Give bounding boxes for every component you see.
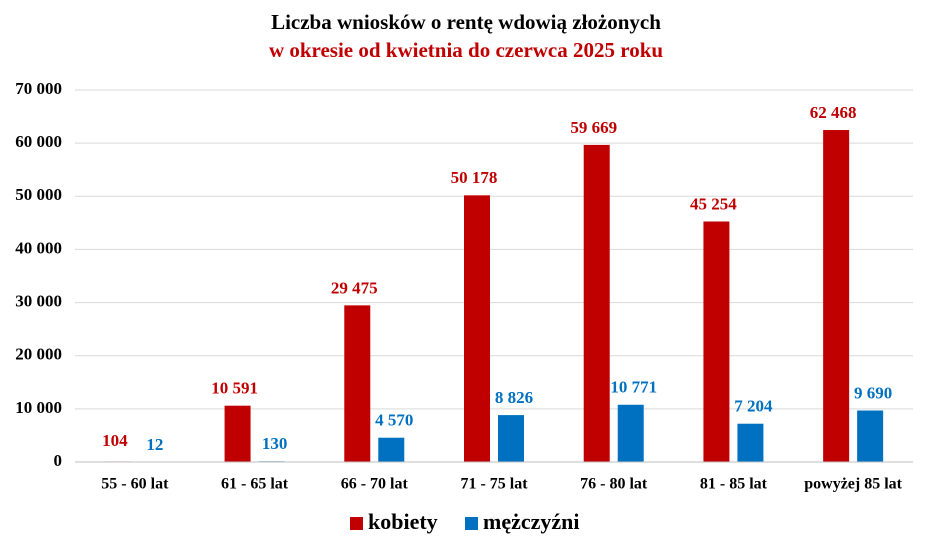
value-label: 59 669: [570, 118, 617, 137]
value-label: 12: [146, 435, 163, 454]
y-tick-label: 30 000: [15, 291, 62, 310]
value-label: 4 570: [375, 411, 413, 430]
bar: [498, 415, 524, 462]
y-tick-label: 20 000: [15, 345, 62, 364]
value-label: 130: [262, 434, 288, 453]
value-label: 8 826: [495, 388, 533, 407]
bar: [464, 195, 490, 462]
value-label: 50 178: [451, 168, 498, 187]
chart-title: Liczba wniosków o rentę wdowią złożonych: [271, 10, 661, 34]
bar: [224, 405, 251, 462]
y-tick-label: 60 000: [15, 132, 62, 151]
value-label: 9 690: [854, 383, 892, 402]
x-tick-label: powyżej 85 lat: [804, 476, 902, 493]
legend-swatch: [350, 517, 363, 530]
x-tick-label: 61 - 65 lat: [221, 476, 289, 493]
value-label: 29 475: [331, 278, 378, 297]
value-label: 104: [102, 431, 128, 450]
bar: [583, 144, 610, 462]
y-tick-label: 10 000: [15, 398, 62, 417]
bar: [617, 404, 644, 462]
value-label: 7 204: [734, 397, 773, 416]
legend-swatch: [465, 517, 478, 530]
bar: [737, 423, 764, 462]
value-label: 10 771: [610, 378, 657, 397]
y-tick-label: 50 000: [15, 185, 62, 204]
x-tick-label: 71 - 75 lat: [460, 476, 528, 493]
bar: [378, 437, 405, 462]
x-tick-label: 81 - 85 lat: [700, 476, 768, 493]
legend-label: mężczyźni: [483, 509, 580, 534]
bar: [344, 305, 371, 462]
x-tick-label: 76 - 80 lat: [580, 476, 648, 493]
y-tick-label: 70 000: [15, 79, 62, 98]
legend-label: kobiety: [368, 509, 438, 534]
chart-subtitle: w okresie od kwietnia do czerwca 2025 ro…: [269, 38, 663, 62]
y-tick-label: 0: [54, 451, 63, 470]
value-label: 62 468: [810, 103, 857, 122]
bar: [857, 410, 884, 462]
y-tick-label: 40 000: [15, 238, 62, 257]
bar: [823, 130, 850, 462]
value-label: 10 591: [211, 379, 258, 398]
x-tick-label: 55 - 60 lat: [101, 476, 169, 493]
value-label: 45 254: [690, 194, 737, 213]
x-tick-label: 66 - 70 lat: [341, 476, 409, 493]
bar: [703, 221, 730, 462]
